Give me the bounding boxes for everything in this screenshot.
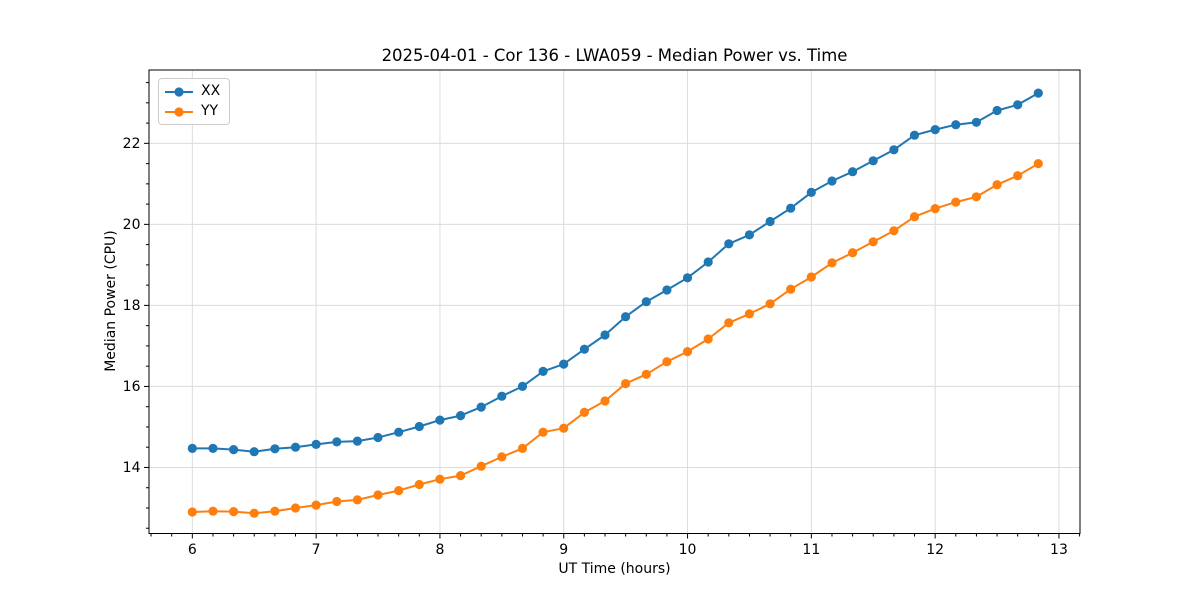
svg-text:8: 8 bbox=[435, 542, 444, 558]
legend-line-marker-swatch bbox=[165, 106, 193, 117]
svg-text:20: 20 bbox=[123, 217, 141, 233]
svg-text:13: 13 bbox=[1050, 542, 1068, 558]
legend-item-yy: YY bbox=[164, 103, 220, 120]
svg-text:14: 14 bbox=[123, 460, 141, 476]
plot-border bbox=[148, 69, 1081, 534]
svg-text:6: 6 bbox=[188, 542, 197, 558]
series-XX-line bbox=[192, 92, 1039, 453]
legend-item-xx: XX bbox=[164, 83, 220, 100]
legend-line-marker-swatch bbox=[165, 86, 193, 97]
svg-text:9: 9 bbox=[559, 542, 568, 558]
svg-text:16: 16 bbox=[123, 379, 141, 395]
x-tick-labels: 6 7 8 9 10 11 12 13 bbox=[188, 542, 1068, 558]
gridlines bbox=[149, 70, 1080, 534]
tick-marks bbox=[144, 82, 1081, 539]
svg-text:11: 11 bbox=[802, 542, 820, 558]
chart-title: 2025-04-01 - Cor 136 - LWA059 - Median P… bbox=[381, 46, 848, 65]
y-axis-label: Median Power (CPU) bbox=[103, 230, 119, 372]
svg-text:7: 7 bbox=[312, 542, 321, 558]
svg-text:12: 12 bbox=[926, 542, 944, 558]
svg-text:18: 18 bbox=[123, 298, 141, 314]
x-axis-label: UT Time (hours) bbox=[558, 561, 671, 577]
svg-text:22: 22 bbox=[123, 136, 141, 152]
legend-label-yy: YY bbox=[201, 103, 219, 119]
svg-text:10: 10 bbox=[679, 542, 697, 558]
y-tick-labels: 14 16 18 20 22 bbox=[123, 136, 141, 476]
legend-label-xx: XX bbox=[201, 83, 221, 99]
series-XX-markers bbox=[187, 88, 1043, 457]
series-YY-markers bbox=[187, 159, 1043, 518]
legend: XX YY bbox=[158, 78, 231, 125]
